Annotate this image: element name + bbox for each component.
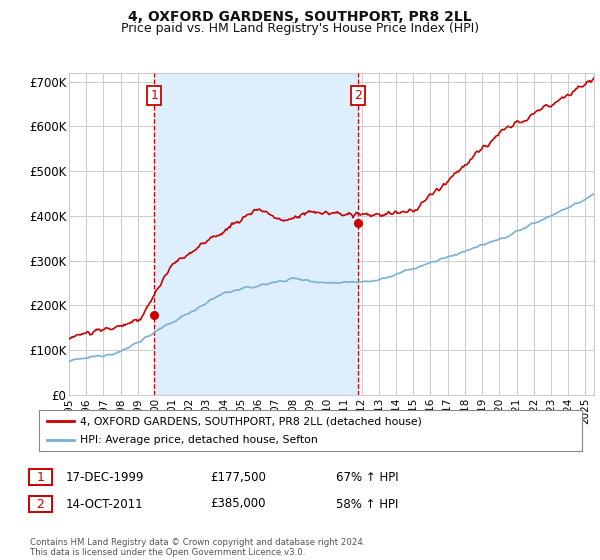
Text: 4, OXFORD GARDENS, SOUTHPORT, PR8 2LL: 4, OXFORD GARDENS, SOUTHPORT, PR8 2LL bbox=[128, 10, 472, 24]
Text: 58% ↑ HPI: 58% ↑ HPI bbox=[336, 497, 398, 511]
Text: 4, OXFORD GARDENS, SOUTHPORT, PR8 2LL (detached house): 4, OXFORD GARDENS, SOUTHPORT, PR8 2LL (d… bbox=[80, 417, 422, 426]
Text: 2: 2 bbox=[36, 497, 44, 511]
Text: 17-DEC-1999: 17-DEC-1999 bbox=[66, 470, 145, 484]
Text: £385,000: £385,000 bbox=[210, 497, 265, 511]
Text: 1: 1 bbox=[36, 470, 44, 484]
Text: Contains HM Land Registry data © Crown copyright and database right 2024.
This d: Contains HM Land Registry data © Crown c… bbox=[30, 538, 365, 557]
Bar bbox=[154, 73, 358, 395]
Text: 14-OCT-2011: 14-OCT-2011 bbox=[66, 497, 143, 511]
Text: 1: 1 bbox=[151, 89, 158, 102]
Text: 2: 2 bbox=[354, 89, 362, 102]
Text: 67% ↑ HPI: 67% ↑ HPI bbox=[336, 470, 398, 484]
Text: Price paid vs. HM Land Registry's House Price Index (HPI): Price paid vs. HM Land Registry's House … bbox=[121, 22, 479, 35]
Text: HPI: Average price, detached house, Sefton: HPI: Average price, detached house, Seft… bbox=[80, 435, 317, 445]
Text: £177,500: £177,500 bbox=[210, 470, 266, 484]
